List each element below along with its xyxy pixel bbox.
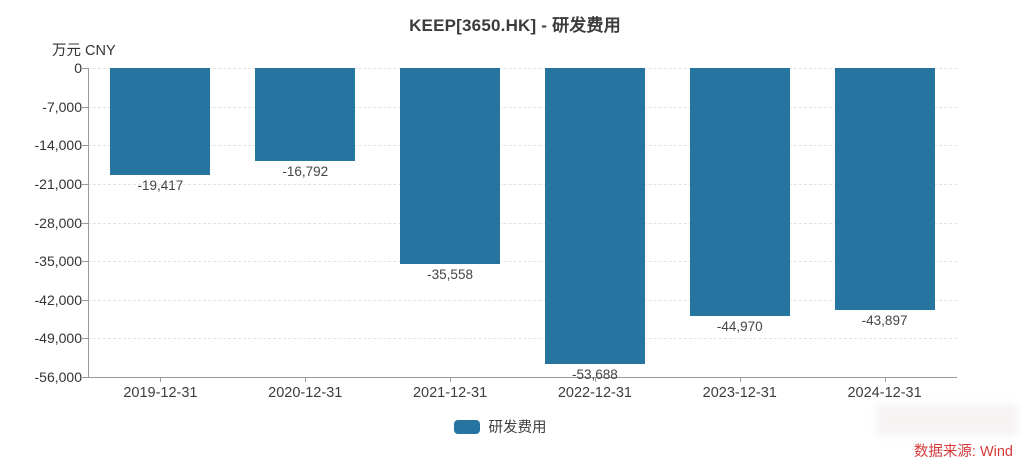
y-axis-tick-mark — [82, 299, 88, 301]
y-axis-tick-label: -7,000 — [42, 98, 82, 115]
bar — [400, 68, 501, 265]
chart-title: KEEP[3650.HK] - 研发费用 — [409, 16, 621, 35]
x-axis-tick-mark — [739, 377, 741, 382]
legend: 研发费用 — [0, 416, 1000, 437]
x-axis-tick-label: 2022-12-31 — [557, 385, 632, 401]
bar-value-label: -44,970 — [716, 319, 763, 335]
x-axis-line — [88, 377, 957, 378]
y-axis-tick-label: 0 — [74, 60, 82, 76]
data-source-label: 数据来源: Wind — [913, 444, 1013, 460]
y-axis-unit-label: 万元 CNY — [52, 43, 116, 59]
legend-label: 研发费用 — [488, 420, 547, 436]
x-axis-tick-mark — [884, 377, 886, 382]
y-axis-tick-mark — [82, 68, 88, 69]
y-axis-line — [88, 68, 89, 377]
x-axis-tick-label: 2021-12-31 — [412, 385, 488, 401]
bar — [544, 68, 645, 365]
bar-value-label: -43,897 — [861, 313, 908, 329]
x-axis-tick-label: 2024-12-31 — [847, 385, 922, 401]
y-axis-tick-mark — [82, 377, 88, 378]
x-axis-tick-label: 2020-12-31 — [268, 385, 343, 401]
bar-value-label: -16,792 — [282, 163, 329, 179]
gridline — [88, 68, 957, 69]
y-axis-tick-mark — [82, 222, 88, 224]
x-axis-tick-mark — [450, 377, 452, 382]
bar-value-label: -53,688 — [572, 367, 618, 383]
y-axis-tick-mark — [82, 338, 88, 340]
y-axis-tick-label: -35,000 — [34, 253, 82, 270]
y-axis-tick-label: -49,000 — [34, 330, 82, 347]
gridline — [88, 222, 957, 224]
bar — [689, 68, 790, 317]
bar-value-label: -35,558 — [427, 267, 473, 283]
y-axis-tick-mark — [82, 183, 88, 185]
x-axis-tick-mark — [305, 377, 307, 382]
y-axis-tick-label: -14,000 — [34, 137, 82, 154]
bar — [255, 68, 356, 161]
y-axis-tick-label: -28,000 — [34, 214, 82, 231]
gridline — [88, 261, 957, 263]
x-axis-tick-mark — [594, 377, 596, 382]
y-axis-tick-mark — [82, 145, 88, 147]
watermark-smudge — [876, 404, 1018, 436]
gridline — [88, 299, 957, 301]
gridline — [88, 106, 957, 108]
bar-value-label: -19,417 — [137, 178, 184, 194]
x-axis-tick-mark — [160, 377, 162, 382]
y-axis-tick-label: -56,000 — [34, 369, 82, 385]
y-axis-tick-label: -42,000 — [34, 291, 82, 308]
gridline — [88, 338, 957, 340]
x-axis-tick-label: 2023-12-31 — [702, 385, 777, 401]
x-axis-tick-label: 2019-12-31 — [123, 385, 198, 401]
gridline — [88, 183, 957, 185]
y-axis-tick-label: -21,000 — [34, 175, 82, 192]
legend-swatch — [453, 419, 480, 434]
bar — [110, 68, 211, 176]
gridline — [88, 145, 957, 147]
y-axis-tick-mark — [82, 261, 88, 263]
y-axis-tick-mark — [82, 106, 88, 108]
bar — [834, 68, 935, 311]
